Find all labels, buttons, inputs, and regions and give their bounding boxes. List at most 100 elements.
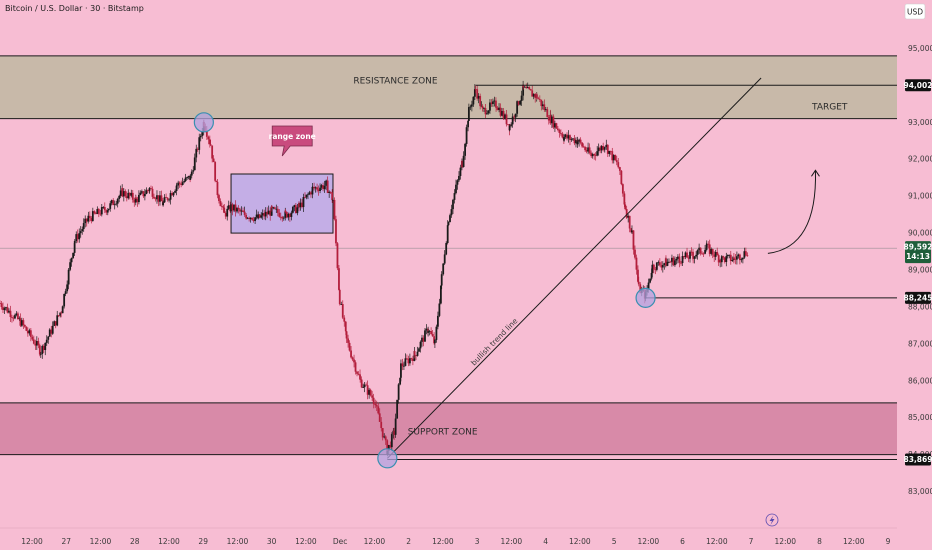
currency-button[interactable]: USD — [904, 3, 926, 20]
time-axis-ticks[interactable]: 12:00 27 12:00 28 12:00 29 12:00 30 12:00 Dec 12:0… — [21, 537, 890, 546]
candle-body — [481, 105, 484, 109]
candle-body — [63, 293, 66, 307]
candle-body — [64, 291, 67, 294]
candle-body — [32, 339, 35, 344]
candle-body — [680, 262, 682, 264]
candle-body — [720, 256, 723, 263]
candle-body — [340, 304, 343, 305]
candle-body — [597, 147, 600, 152]
candle-body — [386, 440, 389, 455]
candle-body — [436, 315, 439, 327]
candle-body — [304, 197, 306, 198]
candle-body — [587, 147, 589, 152]
level-badge-label: 94,002 — [904, 81, 932, 90]
candle-body — [100, 207, 103, 215]
candle-body — [156, 195, 158, 200]
highlight-circle — [377, 448, 398, 469]
candle-body — [215, 180, 218, 182]
candle-body — [652, 264, 655, 270]
candle-body — [702, 253, 705, 255]
candle-body — [462, 155, 465, 167]
candle-body — [413, 351, 416, 356]
candle-body — [625, 209, 628, 218]
candle-body — [708, 244, 711, 254]
candle-body — [716, 251, 719, 256]
level-badge-label: 83,869 — [904, 455, 932, 464]
candle-body — [516, 101, 519, 114]
candle-body — [570, 139, 573, 141]
candle-body — [722, 256, 725, 258]
lightning-icon-glyph[interactable] — [769, 515, 775, 526]
candle-body — [555, 123, 558, 129]
candle-body — [637, 269, 639, 282]
candle-body — [639, 284, 642, 294]
candle-body — [496, 107, 499, 111]
candle-body — [87, 215, 90, 219]
candle-body — [705, 243, 708, 248]
candle-body — [630, 228, 633, 233]
candle-body — [270, 206, 273, 209]
candle-body — [163, 197, 166, 203]
candle-body — [293, 205, 296, 207]
candle-body — [538, 99, 541, 100]
candle-body — [389, 444, 392, 448]
time-tick-label: 12:00 — [638, 537, 660, 546]
candle-body — [483, 108, 485, 109]
candle-body — [189, 175, 192, 180]
candle-body — [234, 204, 237, 212]
candle-body — [631, 230, 633, 233]
price-tick-label: 89,000 — [908, 266, 932, 275]
candle-body — [218, 195, 220, 201]
time-tick-label: 12:00 — [569, 537, 591, 546]
candle-body — [434, 339, 436, 344]
candle-body — [403, 365, 405, 367]
candle-body — [59, 312, 62, 316]
candle-body — [522, 84, 525, 88]
candle-body — [681, 256, 684, 264]
candle-body — [535, 94, 538, 99]
candle-body — [172, 192, 175, 196]
candle-body — [61, 306, 64, 314]
candle-body — [564, 134, 567, 138]
candle-body — [354, 362, 357, 372]
candle-body — [35, 341, 38, 346]
candle-body — [554, 123, 556, 128]
candle-body — [519, 100, 522, 105]
candle-body — [572, 138, 574, 140]
price-tick-label: 91,000 — [908, 192, 932, 201]
candle-body — [443, 254, 446, 264]
candle-body — [314, 187, 317, 189]
currency-button-frame[interactable] — [904, 3, 926, 20]
candle-body — [559, 132, 562, 134]
lightning-icon[interactable] — [765, 513, 779, 527]
currency-button-label[interactable]: USD — [907, 8, 923, 17]
candle-body — [650, 272, 653, 279]
candle-body — [317, 189, 320, 191]
candle-body — [668, 261, 670, 263]
candle-body — [674, 260, 676, 266]
candle-body — [353, 359, 355, 363]
candle-body — [153, 196, 155, 199]
candle-body — [70, 257, 73, 263]
candle-body — [467, 107, 470, 121]
candle-body — [73, 241, 76, 244]
candle-body — [492, 101, 494, 104]
candle-body — [133, 199, 136, 203]
candle-body — [305, 194, 308, 198]
candle-body — [469, 106, 472, 108]
candle-body — [677, 256, 679, 259]
candle-body — [459, 167, 462, 176]
candle-body — [186, 177, 189, 179]
time-tick-label: 12:00 — [21, 537, 43, 546]
candle-body — [69, 262, 72, 270]
candle-body — [56, 315, 59, 326]
candle-body — [615, 160, 618, 163]
candle-body — [419, 341, 422, 349]
candle-body — [472, 96, 475, 105]
candle-body — [254, 217, 257, 221]
candle-body — [207, 136, 210, 140]
candle-body — [54, 321, 57, 326]
candle-body — [368, 389, 371, 395]
candle-body — [251, 217, 254, 220]
